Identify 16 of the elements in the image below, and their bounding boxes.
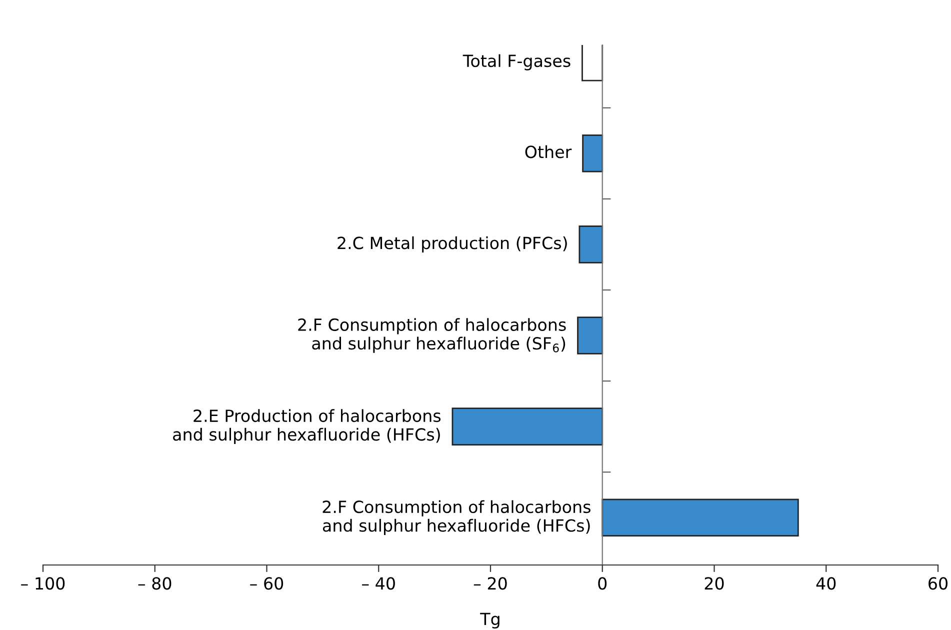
y-tick-label: 2.F Consumption of halocarbons and sulphur hexafluoride (HFCs) [322, 500, 590, 536]
x-tick-label: – 60 [250, 577, 284, 590]
y-tick-label: 2.F Consumption of halocarbons and sulphur hexafluoride (SF$_{6}$) [298, 318, 566, 353]
x-tick-label: – 20 [474, 577, 507, 590]
x-tick-label: 20 [704, 577, 724, 590]
x-tick-label: 0 [598, 577, 607, 590]
y-tick-label: Other [525, 145, 572, 158]
x-tick-label: 40 [816, 577, 836, 590]
x-axis-title: Tg [480, 612, 500, 629]
y-tick-label: 2.E Production of halocarbons and sulphur hexafluoride (HFCs) [173, 409, 441, 444]
y-tick-label: Total F-gases [462, 54, 570, 70]
x-tick-label: – 40 [362, 577, 395, 590]
x-tick-label: – 100 [21, 577, 65, 590]
x-tick-label: – 80 [138, 577, 172, 590]
y-tick-label: 2.C Metal production (PFCs) [338, 236, 567, 253]
x-tick-label: 60 [928, 577, 948, 590]
